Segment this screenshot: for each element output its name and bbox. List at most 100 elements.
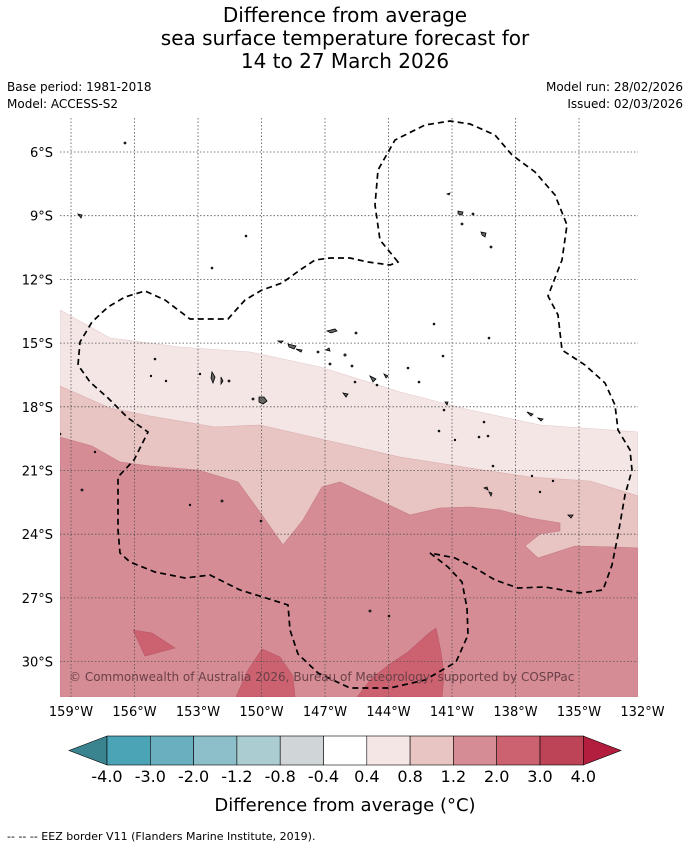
island — [343, 353, 347, 357]
island — [551, 479, 555, 483]
island — [406, 366, 410, 370]
meta-left: Base period: 1981-2018 Model: ACCESS-S2 — [7, 79, 152, 113]
colorbar-tick-label: -0.4 — [308, 767, 339, 786]
island — [445, 192, 451, 196]
colorbar-swatch — [453, 735, 497, 766]
colorbar: -4.0 -3.0 -2.0 -1.2 -0.8 -0.4 0.4 0.8 1.… — [68, 735, 622, 816]
colorbar-tick-label: 1.2 — [441, 767, 466, 786]
island — [437, 429, 441, 433]
lat-label: 21°S — [22, 465, 53, 480]
island — [287, 343, 297, 350]
island — [325, 328, 338, 334]
island — [123, 141, 127, 145]
colorbar-label: Difference from average (°C) — [214, 795, 475, 816]
colorbar-tick-label: -4.0 — [91, 767, 122, 786]
island — [387, 614, 391, 618]
lat-label: 18°S — [22, 401, 53, 416]
colorbar-tick-label: 0.8 — [397, 767, 422, 786]
island — [220, 499, 224, 503]
island — [259, 519, 263, 523]
island — [482, 420, 486, 424]
island — [353, 380, 357, 384]
map-area: © Commonwealth of Australia 2026, Bureau… — [60, 118, 638, 697]
anomaly-band-1-2 — [60, 436, 638, 697]
island — [441, 354, 445, 358]
island — [460, 222, 464, 226]
model-run: Model run: 28/02/2026 — [545, 80, 683, 94]
colorbar-swatch — [279, 735, 324, 766]
island — [342, 392, 349, 398]
island — [244, 234, 248, 238]
island — [220, 376, 224, 386]
island — [164, 379, 168, 383]
lon-label: 159°W — [49, 705, 93, 720]
island — [77, 213, 83, 219]
island — [149, 374, 153, 378]
lat-label: 30°S — [22, 656, 53, 671]
eez-footnote: -- -- -- EEZ border V11 (Flanders Marine… — [7, 830, 316, 843]
copyright-notice: © Commonwealth of Australia 2026, Bureau… — [69, 670, 574, 684]
lon-label: 147°W — [303, 705, 347, 720]
island — [453, 438, 457, 442]
anomaly-patch-2-0 — [132, 629, 176, 657]
island — [487, 336, 491, 340]
lon-label: 141°W — [430, 705, 474, 720]
lat-label: 6°S — [30, 146, 53, 161]
issued-date: Issued: 02/03/2026 — [567, 97, 683, 111]
island — [354, 331, 358, 335]
colorbar-tick-label: -0.8 — [265, 767, 296, 786]
island — [477, 435, 481, 439]
island — [93, 450, 97, 454]
island — [482, 486, 489, 491]
island — [198, 372, 202, 376]
colorbar-tick-label: -2.0 — [178, 767, 209, 786]
island — [488, 491, 493, 498]
island — [369, 375, 377, 383]
colorbar-tick-label: 3.0 — [527, 767, 552, 786]
lon-label: 150°W — [239, 705, 283, 720]
colorbar-swatch — [496, 735, 541, 766]
colorbar-swatch — [106, 735, 151, 766]
island — [457, 210, 464, 216]
island — [210, 266, 214, 270]
island — [227, 379, 231, 383]
lon-label: 144°W — [366, 705, 410, 720]
island — [471, 212, 475, 216]
eez-border — [77, 120, 633, 689]
island — [491, 464, 495, 468]
island — [444, 401, 449, 406]
colorbar-swatch — [409, 735, 454, 766]
lon-label: 135°W — [557, 705, 601, 720]
island — [368, 609, 372, 613]
island — [80, 488, 84, 492]
island — [530, 474, 534, 478]
island — [295, 348, 303, 353]
anomaly-patch-2-0 — [356, 627, 445, 697]
island — [432, 322, 436, 326]
colorbar-swatch — [193, 735, 238, 766]
island — [210, 370, 216, 385]
colorbar-swatch — [366, 735, 411, 766]
lon-label: 132°W — [620, 705, 664, 720]
island — [316, 350, 320, 354]
island — [486, 434, 490, 438]
lat-label: 27°S — [22, 592, 53, 607]
longitude-labels: 159°W 156°W 153°W 150°W 147°W 144°W 141°… — [49, 705, 665, 720]
colorbar-swatch — [539, 735, 584, 766]
chart-title: Difference from average sea surface temp… — [0, 4, 690, 73]
latitude-labels: 6°S 9°S 12°S 15°S 18°S 21°S 24°S 27°S 30… — [22, 146, 53, 671]
colorbar-tick-label: 2.0 — [484, 767, 509, 786]
colorbar-tick-label: -3.0 — [135, 767, 166, 786]
anomaly-patch-2-0 — [235, 648, 296, 697]
island — [325, 347, 331, 352]
island — [276, 340, 284, 344]
colorbar-swatch — [323, 735, 368, 766]
lat-label: 9°S — [30, 210, 53, 225]
islands — [60, 141, 574, 618]
title-line-1: Difference from average — [222, 3, 468, 27]
island — [489, 245, 493, 249]
colorbar-over-arrow — [582, 735, 622, 766]
colorbar-tick-label: -1.2 — [221, 767, 252, 786]
colorbar-swatch — [236, 735, 281, 766]
